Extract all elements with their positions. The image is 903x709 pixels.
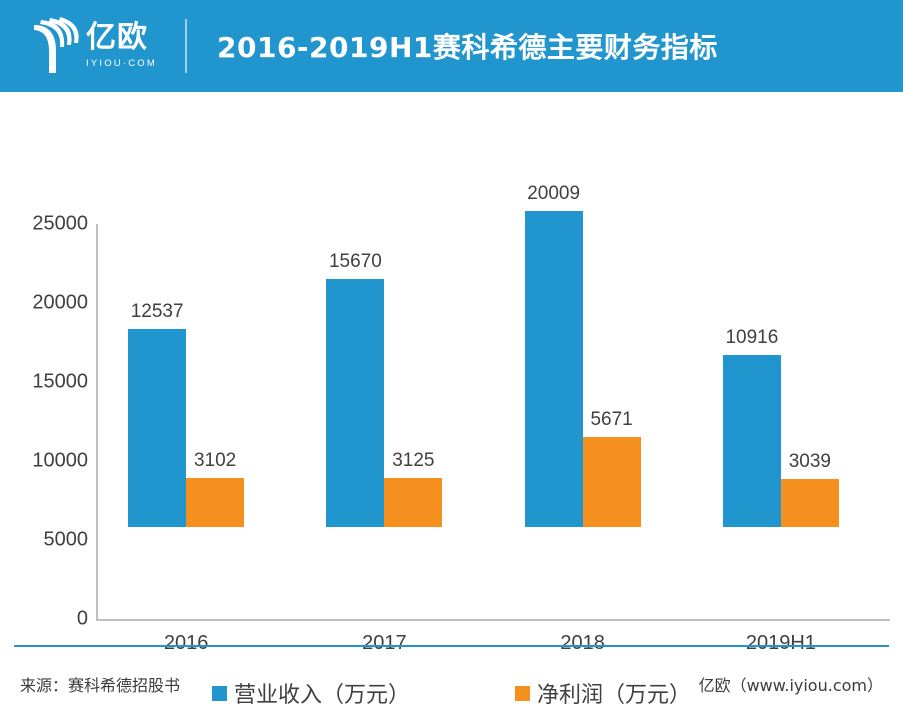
- source-note: 来源：赛科希德招股书: [20, 676, 181, 695]
- legend-swatch-icon: [515, 685, 530, 701]
- y-axis-tick-label: 10000: [32, 449, 88, 472]
- legend-label: 营业收入（万元）: [233, 683, 410, 708]
- y-axis-tick-label: 20000: [32, 291, 88, 314]
- bar-net-profit[interactable]: [780, 478, 839, 527]
- bar-value-label: 3125: [392, 449, 435, 471]
- legend-label: 净利润（万元）: [537, 683, 692, 708]
- y-axis-tick-label: 15000: [32, 370, 88, 393]
- x-axis-tick-label: 2016: [163, 632, 209, 654]
- bar-net-profit[interactable]: [186, 478, 245, 527]
- bar-group: 12537 3102: [97, 132, 295, 527]
- x-axis-tick-label: 2018: [560, 632, 605, 654]
- header-divider: [185, 19, 187, 73]
- bar-value-label: 15670: [328, 251, 382, 273]
- brand-logo[interactable]: 亿欧 IYIOU·COM: [30, 15, 157, 77]
- legend-item-revenue[interactable]: 营业收入（万元）: [211, 677, 410, 709]
- chart-legend: 营业收入（万元） 净利润（万元）: [0, 677, 903, 709]
- attribution-note: 亿欧（www.iyiou.com）: [698, 676, 883, 695]
- bar-revenue[interactable]: [722, 354, 781, 527]
- x-axis-tick-label: 2017: [362, 632, 407, 654]
- x-axis-tick-label: 2019H1: [745, 632, 816, 654]
- bar-net-profit[interactable]: [582, 437, 641, 527]
- y-axis-line: [96, 224, 98, 620]
- brand-logo-en: IYIOU·COM: [86, 58, 157, 69]
- bar-chart: 0 5000 10000 15000 20000 25000 12537 3102 15670…: [0, 92, 903, 708]
- brand-logo-text: 亿欧 IYIOU·COM: [86, 17, 157, 75]
- bar-group: 20009 5671: [494, 132, 692, 527]
- bar-revenue[interactable]: [524, 210, 583, 527]
- page-footer: 来源：赛科希德招股书 亿欧（www.iyiou.com）: [0, 663, 903, 705]
- page-header: 亿欧 IYIOU·COM 2016-2019H1赛科希德主要财务指标: [0, 0, 903, 92]
- page-title: 2016-2019H1赛科希德主要财务指标: [217, 31, 718, 64]
- bar-revenue[interactable]: [128, 328, 187, 527]
- bar-group: 15670 3125: [295, 132, 493, 527]
- bar-value-label: 3039: [788, 450, 832, 472]
- bar-value-label: 12537: [130, 300, 184, 322]
- bar-group: 10916 3039: [692, 132, 890, 527]
- legend-item-net-profit[interactable]: 净利润（万元）: [515, 677, 691, 709]
- y-axis-tick-label: 5000: [43, 528, 89, 551]
- bar-revenue[interactable]: [326, 279, 385, 527]
- y-axis-tick-label: 25000: [32, 212, 88, 235]
- brand-logo-cn: 亿欧: [86, 20, 148, 55]
- plot-area: 12537 3102 15670 3125 20009 5671 10916 3039: [97, 132, 890, 527]
- legend-swatch-icon: [211, 685, 227, 701]
- y-axis-tick-label: 0: [76, 607, 88, 630]
- bar-value-label: 10916: [725, 326, 779, 348]
- bar-value-label: 20009: [527, 182, 581, 204]
- bar-value-label: 3102: [193, 450, 237, 471]
- x-axis-line: [96, 619, 890, 621]
- bar-value-label: 5671: [590, 409, 633, 431]
- iyiou-fountain-logo-icon: [34, 17, 79, 73]
- footer-divider: [14, 645, 889, 647]
- bar-net-profit[interactable]: [384, 477, 443, 527]
- y-axis-tick-labels: 0 5000 10000 15000 20000 25000: [0, 213, 89, 630]
